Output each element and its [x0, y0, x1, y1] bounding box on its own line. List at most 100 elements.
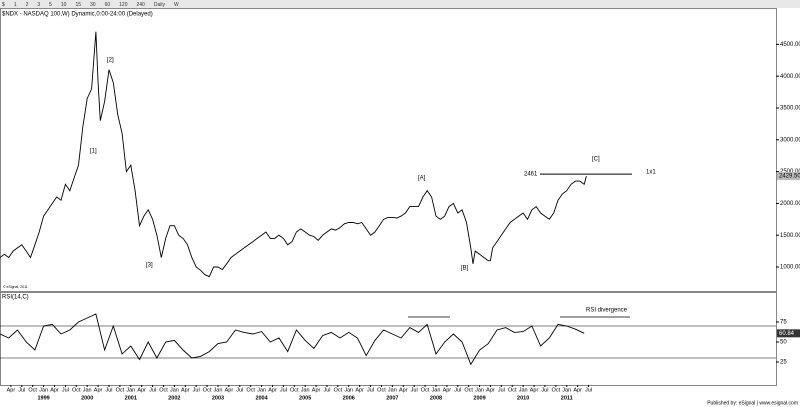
- x-tick-label: Jul: [454, 387, 461, 393]
- x-tick-label: Jan: [344, 387, 353, 393]
- x-tick-label: Oct: [552, 387, 561, 393]
- x-tick-label: Oct: [116, 387, 125, 393]
- year-label: 2005: [299, 395, 311, 401]
- x-tick-label: Jul: [323, 387, 330, 393]
- toolbar-button[interactable]: 3: [37, 2, 40, 8]
- x-tick-label: Jul: [280, 387, 287, 393]
- x-tick-label: Oct: [464, 387, 473, 393]
- last-value-label: 60.84: [779, 331, 795, 337]
- toolbar: [0, 0, 800, 8]
- rsi-annotation: RSI divergence: [586, 308, 628, 314]
- rsi-pane: [0, 292, 777, 386]
- x-tick-label: Apr: [399, 387, 408, 393]
- footer: Published by: eSignal | www.esignal.com: [707, 400, 798, 406]
- y-tick-label: 3000.00: [780, 137, 800, 143]
- x-tick-label: Oct: [28, 387, 37, 393]
- year-label: 2008: [430, 395, 442, 401]
- price-line: [0, 313, 585, 366]
- x-tick-label: Apr: [355, 387, 364, 393]
- y-tick-label: 1000.00: [780, 265, 800, 271]
- x-tick-label: Apr: [443, 387, 452, 393]
- x-tick-label: Jul: [498, 387, 505, 393]
- x-tick-label: Jan: [214, 387, 223, 393]
- x-tick-label: Jul: [585, 387, 592, 393]
- x-tick-label: Apr: [7, 387, 16, 393]
- x-tick-label: Apr: [530, 387, 539, 393]
- x-tick-label: Jan: [257, 387, 266, 393]
- x-tick-label: Apr: [486, 387, 495, 393]
- toolbar-button[interactable]: 240: [137, 2, 146, 8]
- wave-label: [1]: [90, 149, 97, 155]
- y-tick-label: 75: [780, 320, 787, 326]
- x-tick-label: Jul: [193, 387, 200, 393]
- x-tick-label: Apr: [50, 387, 59, 393]
- x-tick-label: Jan: [39, 387, 48, 393]
- x-tick-label: Jul: [367, 387, 374, 393]
- toolbar-button[interactable]: 30: [90, 2, 96, 8]
- last-value-box: [777, 172, 800, 181]
- x-tick-label: Jan: [126, 387, 135, 393]
- x-tick-label: Oct: [159, 387, 168, 393]
- year-label: 2010: [517, 395, 529, 401]
- x-tick-label: Oct: [203, 387, 212, 393]
- toolbar-button[interactable]: 15: [75, 2, 81, 8]
- wave-label: 1x1: [646, 170, 656, 176]
- toolbar-button[interactable]: 1: [14, 2, 17, 8]
- x-tick-label: Oct: [290, 387, 299, 393]
- toolbar-button[interactable]: $: [2, 2, 5, 8]
- y-tick-label: 3500.00: [780, 106, 800, 112]
- x-tick-label: Oct: [334, 387, 343, 393]
- last-value-label: 2429.50: [779, 174, 800, 180]
- y-tick-label: 50: [780, 340, 787, 346]
- x-tick-label: Jan: [170, 387, 179, 393]
- wave-label: [C]: [592, 157, 600, 163]
- x-tick-label: Oct: [421, 387, 430, 393]
- toolbar-button[interactable]: Daily: [154, 2, 166, 8]
- year-label: 2002: [168, 395, 180, 401]
- x-tick-label: Oct: [246, 387, 255, 393]
- toolbar-button[interactable]: 60: [105, 2, 111, 8]
- chart-title: $NDX - NASDAQ 100,W) Dynamic,0:00-24:00 …: [2, 12, 153, 18]
- toolbar-button[interactable]: 2: [26, 2, 29, 8]
- year-label: 2011: [561, 395, 573, 401]
- y-tick-label: 4000.00: [780, 74, 800, 80]
- toolbar-button[interactable]: 10: [61, 2, 67, 8]
- x-tick-label: Apr: [225, 387, 234, 393]
- x-tick-label: Apr: [94, 387, 103, 393]
- toolbar-button[interactable]: W: [174, 2, 179, 8]
- x-tick-label: Apr: [137, 387, 146, 393]
- wave-label: [2]: [107, 58, 114, 64]
- year-label: 1999: [37, 395, 49, 401]
- year-label: 2000: [81, 395, 93, 401]
- wave-label: [3]: [146, 263, 153, 269]
- x-tick-label: Jan: [301, 387, 310, 393]
- x-tick-label: Jan: [432, 387, 441, 393]
- x-tick-label: Apr: [181, 387, 190, 393]
- year-label: 2007: [386, 395, 398, 401]
- x-tick-label: Jul: [149, 387, 156, 393]
- wave-label: [A]: [418, 176, 426, 182]
- x-tick-label: Jan: [83, 387, 92, 393]
- reference-label: 2461: [524, 172, 538, 178]
- copyright: © eSignal, 2011: [3, 285, 28, 289]
- year-label: 2001: [125, 395, 137, 401]
- x-tick-label: Jan: [388, 387, 397, 393]
- y-tick-label: 25: [780, 360, 787, 366]
- x-tick-label: Oct: [508, 387, 517, 393]
- x-tick-label: Oct: [72, 387, 81, 393]
- x-tick-label: Jan: [519, 387, 528, 393]
- x-tick-label: Jul: [236, 387, 243, 393]
- x-tick-label: Oct: [377, 387, 386, 393]
- rsi-title: RSI(14,C): [2, 295, 29, 301]
- x-tick-label: Jul: [411, 387, 418, 393]
- year-label: 2006: [343, 395, 355, 401]
- y-tick-label: 2000.00: [780, 201, 800, 207]
- x-tick-label: Jan: [475, 387, 484, 393]
- toolbar-button[interactable]: 120: [119, 2, 128, 8]
- x-tick-label: Apr: [312, 387, 321, 393]
- year-label: 2009: [473, 395, 485, 401]
- toolbar-button[interactable]: 5: [49, 2, 52, 8]
- x-tick-label: Apr: [268, 387, 277, 393]
